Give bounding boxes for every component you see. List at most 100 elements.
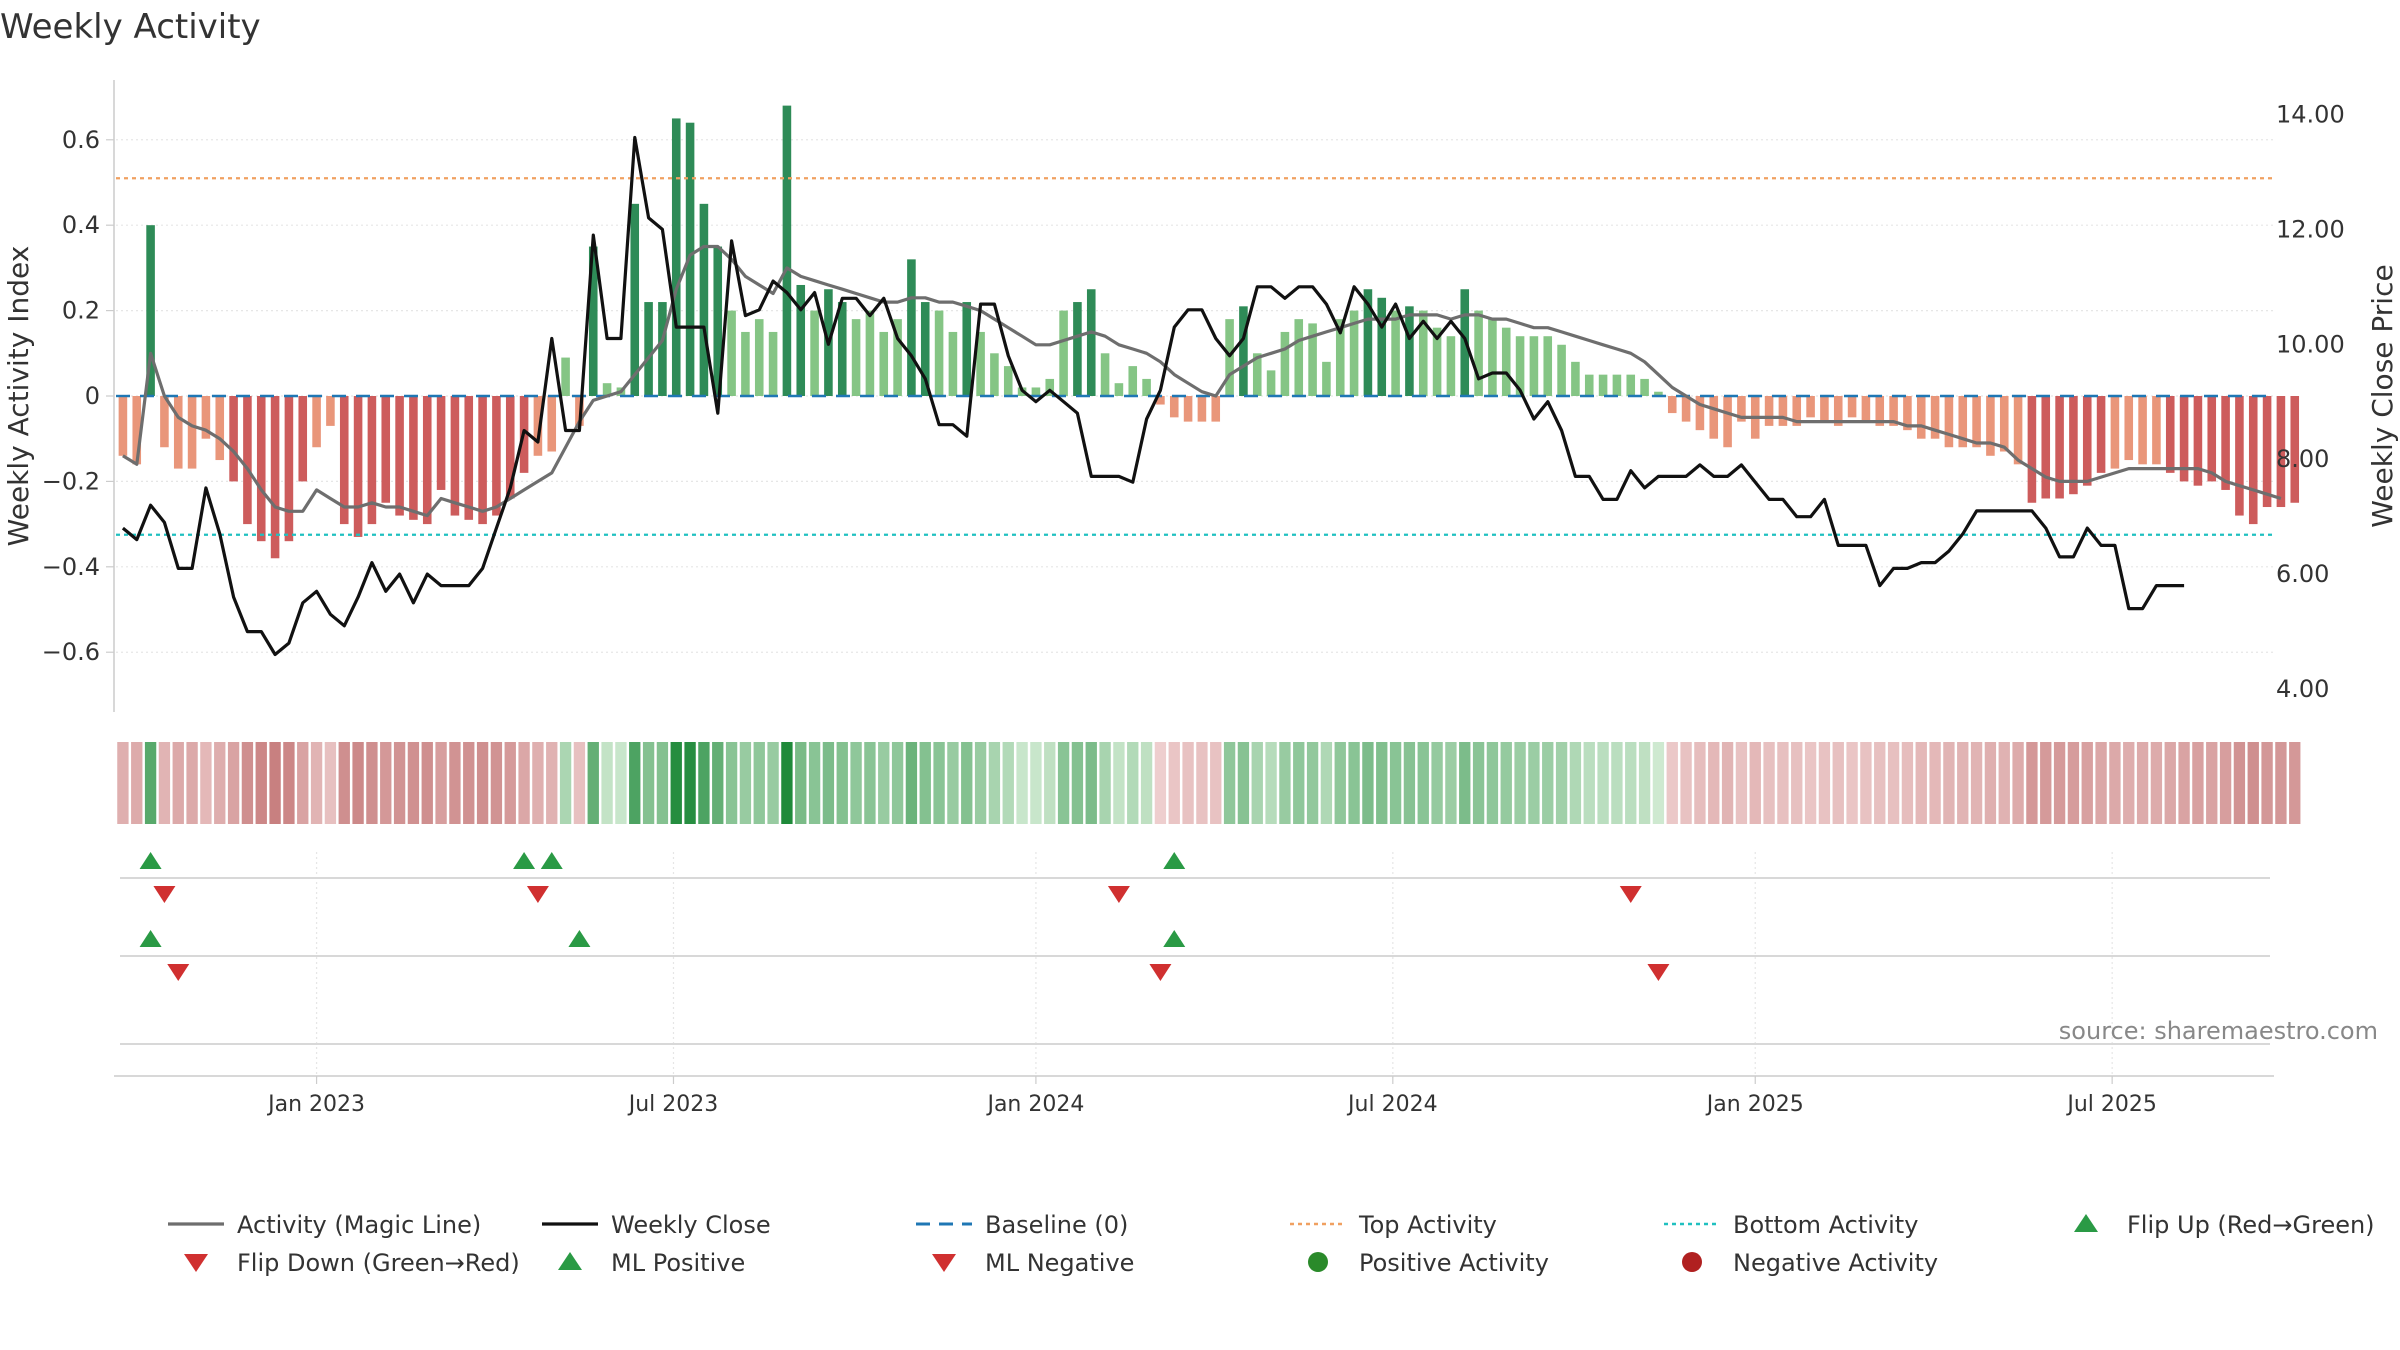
legend-item: Weekly Close: [542, 1211, 771, 1239]
heat-cell: [1265, 742, 1277, 824]
activity-bar: [1792, 396, 1802, 426]
activity-bar: [1349, 310, 1359, 396]
activity-bar: [1640, 378, 1649, 396]
heat-cell: [1708, 742, 1720, 824]
left-tick-label: 0: [85, 382, 100, 410]
heat-cell: [1500, 742, 1512, 824]
legend-item: Bottom Activity: [1664, 1211, 1918, 1239]
activity-bar: [326, 396, 335, 426]
heat-cell: [131, 742, 143, 824]
activity-bar: [741, 331, 750, 396]
activity-bar: [1958, 396, 1968, 448]
activity-bar: [270, 396, 280, 559]
activity-bar: [1833, 396, 1843, 426]
activity-bar: [1142, 378, 1151, 396]
heat-cell: [1279, 742, 1291, 824]
heat-cell: [961, 742, 973, 824]
signal-up-marker: [1163, 852, 1186, 869]
activity-bar: [1252, 353, 1262, 396]
heat-cell: [781, 742, 793, 824]
heat-cell: [2289, 742, 2301, 824]
heat-cell: [1638, 742, 1651, 824]
activity-bar: [1169, 396, 1179, 418]
legend-swatch-triangle-up: [558, 1252, 582, 1270]
activity-heat-strip: [117, 742, 2301, 824]
right-tick-label: 14.00: [2276, 100, 2345, 128]
heat-cell: [504, 742, 516, 824]
heat-cell: [684, 742, 696, 824]
activity-bar: [160, 396, 169, 448]
heat-cell: [1957, 742, 1969, 824]
activity-bar: [907, 259, 916, 396]
heat-cell: [476, 742, 489, 824]
heat-cell: [1113, 742, 1125, 824]
heat-cell: [1915, 742, 1927, 824]
heat-cell: [1016, 742, 1028, 824]
heat-cell: [712, 742, 724, 824]
activity-bar: [1861, 396, 1871, 422]
activity-bar: [215, 396, 225, 461]
signal-markers: [139, 852, 1670, 981]
activity-bar: [1474, 310, 1483, 396]
activity-bar: [796, 284, 806, 396]
activity-bar: [1266, 370, 1276, 396]
activity-bar: [1086, 289, 1096, 396]
x-tick-label: Jan 2025: [1705, 1092, 1804, 1117]
activity-bar: [1557, 344, 1566, 396]
x-tick-label: Jan 2024: [985, 1092, 1084, 1117]
heat-cell: [1998, 742, 2010, 824]
signal-up-marker: [513, 852, 536, 869]
heat-cell: [1569, 742, 1582, 824]
heat-cell: [297, 742, 309, 824]
heat-cell: [366, 742, 378, 824]
heat-cell: [629, 742, 641, 824]
heat-cell: [1445, 742, 1457, 824]
heat-cell: [1694, 742, 1706, 824]
heat-cell: [2081, 742, 2093, 824]
heat-cell: [255, 742, 267, 824]
heat-cell: [919, 742, 931, 824]
legend-label: Negative Activity: [1733, 1249, 1938, 1277]
activity-bar: [1501, 327, 1511, 396]
activity-bar: [409, 396, 418, 520]
signal-up-marker: [540, 852, 563, 869]
heat-cell: [670, 742, 682, 824]
heat-cell: [338, 742, 350, 824]
activity-bar: [1571, 361, 1580, 396]
activity-bar: [1847, 396, 1857, 418]
activity-bar: [1377, 297, 1387, 396]
heat-cell: [1887, 742, 1900, 824]
activity-bar: [173, 396, 183, 469]
signal-down-marker: [153, 886, 176, 903]
signal-up-marker: [1163, 930, 1186, 947]
activity-bar: [353, 396, 363, 537]
legend-label: Activity (Magic Line): [237, 1211, 481, 1239]
activity-bar: [1598, 374, 1608, 396]
heat-cell: [2261, 742, 2273, 824]
heat-cell: [1486, 742, 1499, 824]
heat-cell: [1306, 742, 1319, 824]
heat-cell: [1293, 742, 1305, 824]
heat-cell: [656, 742, 669, 824]
activity-bar: [1059, 310, 1068, 396]
heat-cell: [615, 742, 627, 824]
heat-cell: [864, 742, 876, 824]
activity-bar: [2221, 396, 2230, 490]
activity-bar: [2041, 396, 2051, 499]
heat-cell: [2219, 742, 2232, 824]
heat-cell: [1735, 742, 1748, 824]
heat-cell: [698, 742, 710, 824]
legend-label: Baseline (0): [985, 1211, 1128, 1239]
heat-cell: [559, 742, 572, 824]
left-tick-label: 0.6: [62, 126, 100, 154]
heat-cell: [200, 742, 212, 824]
activity-bar: [1515, 336, 1525, 396]
right-tick-label: 12.00: [2276, 215, 2345, 243]
heat-cell: [449, 742, 461, 824]
legend-item: Negative Activity: [1682, 1249, 1938, 1277]
left-tick-label: 0.4: [62, 211, 100, 239]
activity-bar: [229, 396, 238, 482]
activity-bar: [381, 396, 391, 503]
main-plot: 0.6 0.4 0.2 0 −0.2 −0.4 −0.6 14.00 12.00 10.00 8.…: [2, 80, 2399, 712]
activity-bar: [464, 396, 474, 520]
